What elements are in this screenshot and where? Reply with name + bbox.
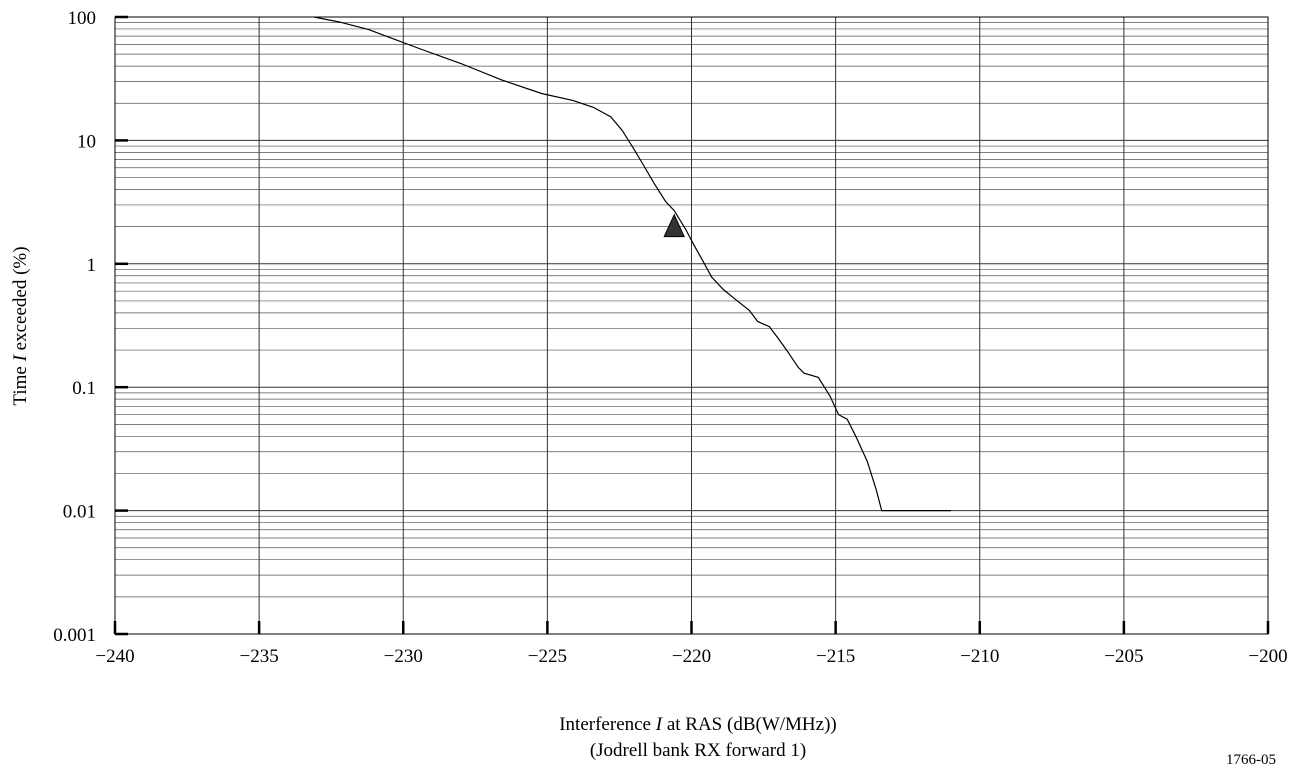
x-tick-label: −200 bbox=[1248, 646, 1287, 667]
x-tick-label: −210 bbox=[960, 646, 999, 667]
y-axis-title-part-2: exceeded (%) bbox=[10, 246, 31, 355]
x-axis-subtitle: (Jodrell bank RX forward 1) bbox=[590, 740, 806, 761]
figure-id: 1766-05 bbox=[1226, 752, 1276, 768]
x-tick-label: −230 bbox=[384, 646, 423, 667]
y-tick-label: 10 bbox=[77, 131, 96, 152]
triangle-marker bbox=[663, 213, 685, 238]
y-tick-label: 100 bbox=[68, 8, 97, 29]
axis-ticks bbox=[113, 15, 1270, 636]
x-axis-title-part-1: Interference bbox=[559, 714, 656, 735]
y-tick-label: 0.001 bbox=[53, 625, 96, 646]
y-tick-label: 0.01 bbox=[63, 502, 96, 523]
x-axis-title: Interference I at RAS (dB(W/MHz)) bbox=[559, 714, 837, 735]
x-tick-label: −225 bbox=[528, 646, 567, 667]
y-axis-title-part-1: Time bbox=[10, 361, 31, 405]
x-tick-label: −240 bbox=[95, 646, 134, 667]
x-tick-label: −205 bbox=[1104, 646, 1143, 667]
y-tick-label: 0.1 bbox=[72, 378, 96, 399]
x-tick-label: −235 bbox=[240, 646, 279, 667]
y-axis-title: Time I exceeded (%) bbox=[10, 246, 31, 405]
x-tick-label: −215 bbox=[816, 646, 855, 667]
x-tick-label: −220 bbox=[672, 646, 711, 667]
x-axis-title-variable: I bbox=[655, 714, 664, 735]
x-axis-title-part-2: at RAS (dB(W/MHz)) bbox=[662, 714, 837, 735]
y-tick-label: 1 bbox=[87, 255, 97, 276]
major-grid bbox=[114, 16, 1269, 635]
series-line bbox=[313, 16, 951, 512]
y-tick-labels: 0.001 0.01 0.1 1 10 100 bbox=[53, 8, 96, 646]
x-tick-labels: −240 −235 −230 −225 −220 −215 −210 −205 −200 bbox=[95, 646, 1287, 667]
y-axis-title-variable: I bbox=[10, 353, 31, 362]
